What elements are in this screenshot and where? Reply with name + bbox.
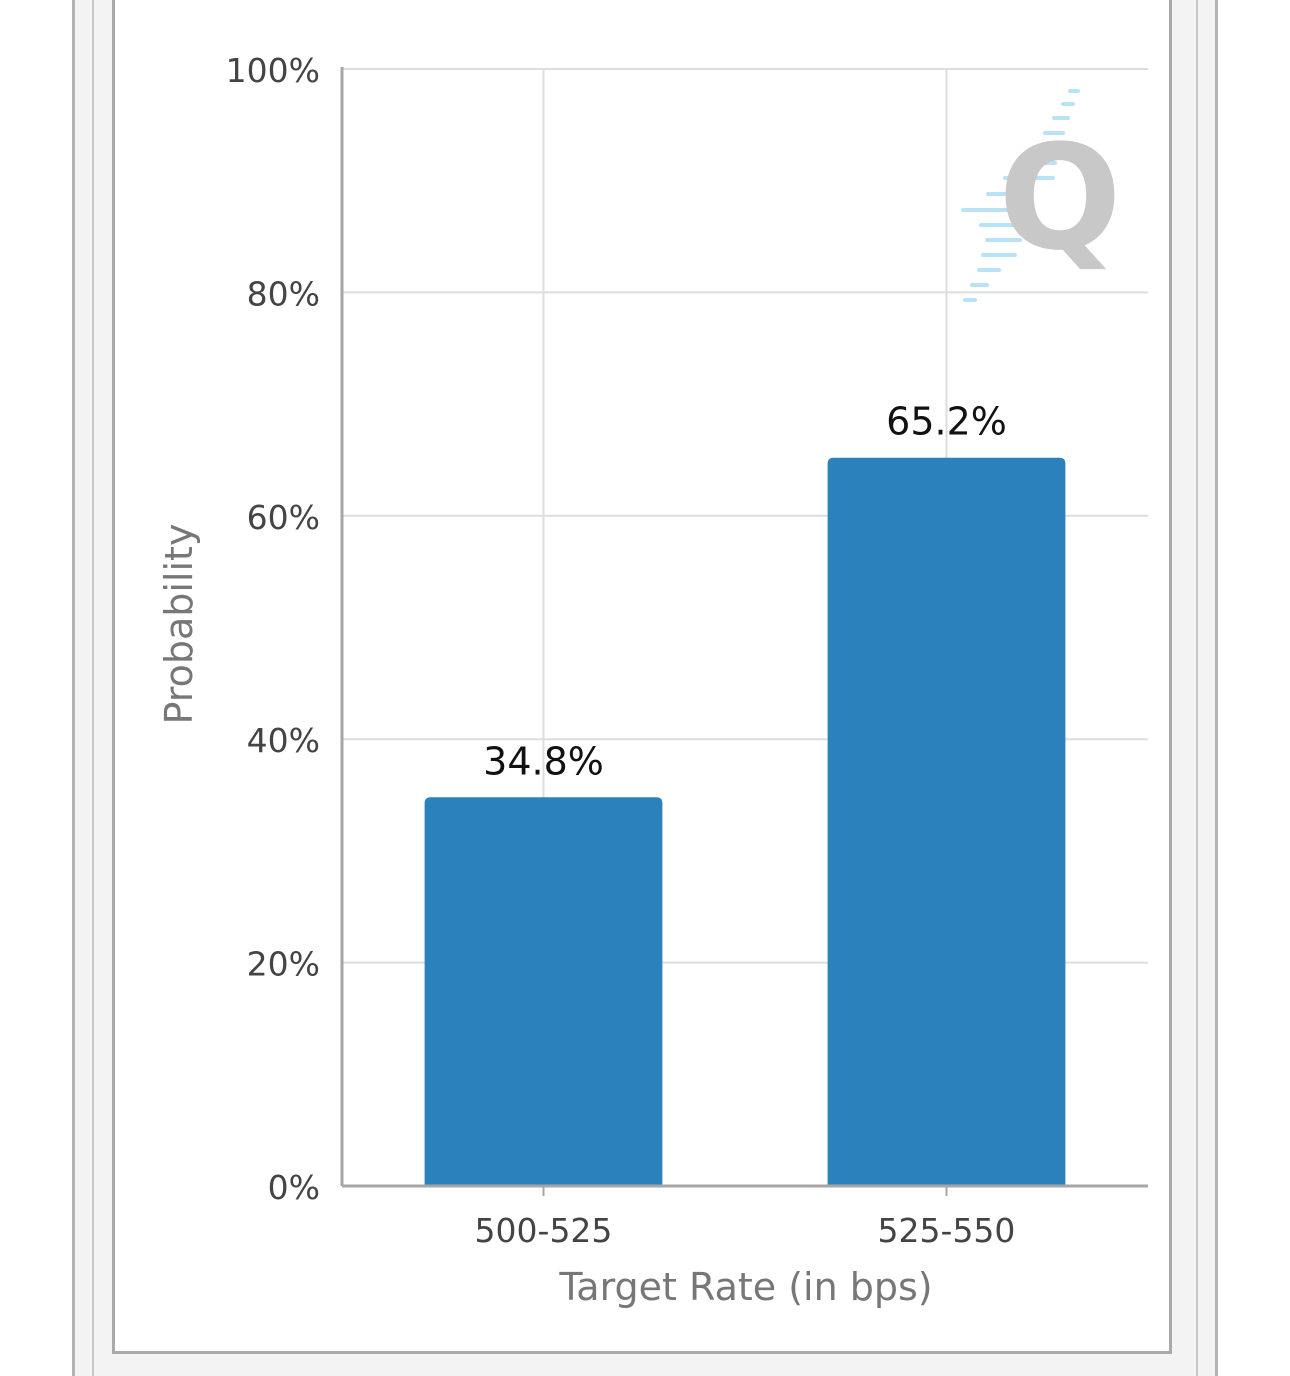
bar-chart: Q 0% 20% 40% 60% 80% 100% 500-525 525-550 34.8%… [157,51,1148,1309]
y-tick-label: 40% [247,721,320,760]
value-labels: 34.8% 65.2% [483,400,1007,784]
watermark-speed-lines [961,89,1080,302]
q-logo-icon: Q [961,89,1122,302]
bar [424,797,663,1186]
watermark-letter: Q [998,114,1121,283]
x-tick-label: 525-550 [878,1211,1016,1250]
bars [424,457,1066,1186]
x-axis-title: Target Rate (in bps) [558,1265,932,1309]
y-tick-label: 20% [247,945,320,984]
y-tick-label: 60% [247,498,320,537]
bar [827,457,1066,1186]
y-axis-title: Probability [157,524,201,725]
value-label: 34.8% [483,739,604,783]
x-tick-label: 500-525 [475,1211,613,1250]
value-label: 65.2% [886,400,1007,444]
tick-labels: 0% 20% 40% 60% 80% 100% 500-525 525-550 [226,51,1016,1250]
y-tick-label: 100% [226,51,320,90]
y-tick-label: 0% [268,1168,320,1207]
y-tick-label: 80% [247,274,320,313]
axes [340,67,1148,1196]
chart-panel: Q 0% 20% 40% 60% 80% 100% 500-525 525-550 34.8%… [112,0,1172,1354]
